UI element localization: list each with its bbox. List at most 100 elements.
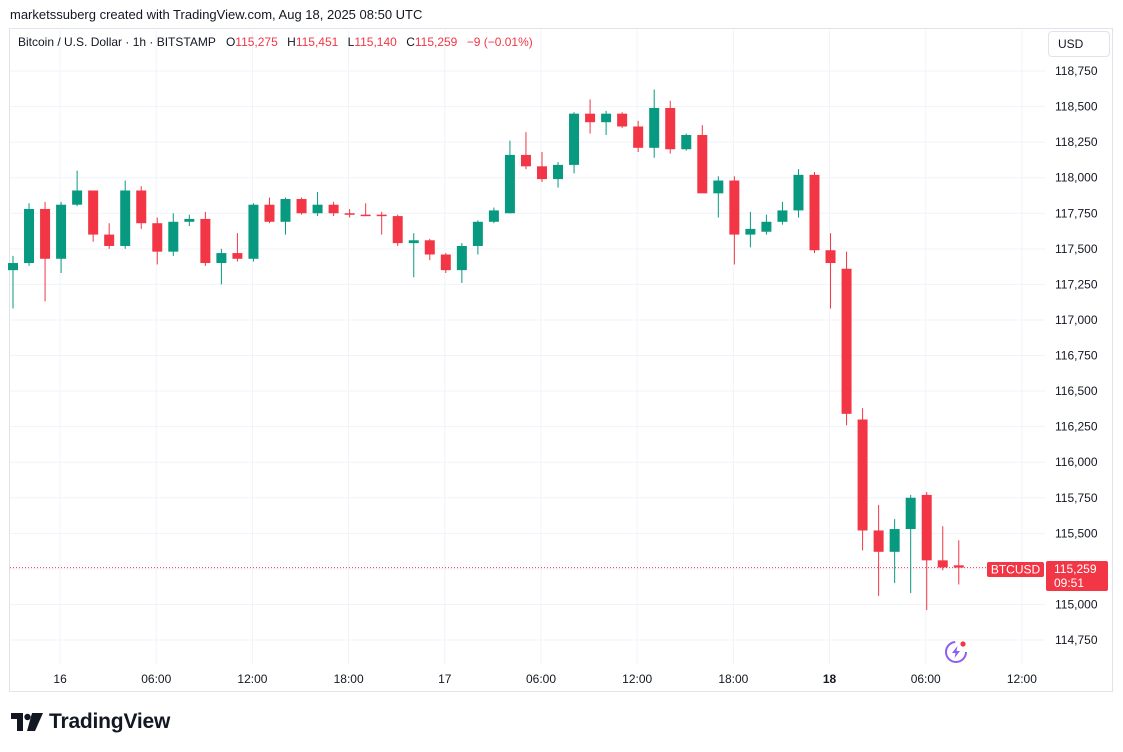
lightning-icon[interactable] <box>945 641 967 663</box>
candle <box>953 540 964 585</box>
tradingview-logo: TradingView <box>11 710 170 734</box>
candle <box>504 140 515 214</box>
candle-body <box>88 190 99 235</box>
candle <box>841 251 852 426</box>
candle-body <box>761 221 772 232</box>
legend-symbol: Bitcoin / U.S. Dollar · 1h · BITSTAMP <box>18 35 216 49</box>
x-tick-label: 12:00 <box>622 672 652 686</box>
y-tick-label: 116,250 <box>1055 420 1098 434</box>
legend-low-value: 115,140 <box>354 35 397 49</box>
candle-body <box>745 228 756 235</box>
candle-body <box>56 204 67 259</box>
price-tag-symbol: BTCUSD <box>991 563 1041 577</box>
candle <box>136 186 147 229</box>
candle-body <box>392 216 403 244</box>
candle <box>633 120 644 153</box>
candle <box>857 408 868 551</box>
candle-body <box>8 263 18 271</box>
candle <box>536 152 547 182</box>
candle <box>200 211 211 266</box>
candle-body <box>825 250 836 264</box>
x-tick-label: 18:00 <box>334 672 364 686</box>
x-tick-label: 17 <box>438 672 452 686</box>
candle-body <box>681 135 692 150</box>
candle <box>649 89 660 158</box>
candle <box>392 214 403 246</box>
candle <box>376 211 387 235</box>
candle-body <box>40 208 51 259</box>
candle <box>761 214 772 235</box>
candle <box>472 220 483 255</box>
created-by-text: marketssuberg created with TradingView.c… <box>10 7 423 22</box>
y-tick-label: 118,000 <box>1055 171 1098 185</box>
candle-body <box>136 190 147 224</box>
candle-body <box>184 218 195 222</box>
candle <box>232 233 243 262</box>
y-tick-label: 115,750 <box>1055 491 1098 505</box>
candle <box>88 190 99 242</box>
candle <box>729 176 740 265</box>
candle-body <box>200 218 211 264</box>
candle <box>553 162 564 188</box>
candle-body <box>152 223 163 252</box>
candle <box>745 211 756 248</box>
candle-body <box>953 565 964 568</box>
y-tick-label: 116,750 <box>1055 349 1098 363</box>
candle <box>665 100 676 154</box>
candle <box>72 170 83 207</box>
candle-body <box>328 204 339 214</box>
candle <box>713 176 724 218</box>
candle-body <box>873 530 884 552</box>
candle-body <box>232 253 243 259</box>
candle <box>697 125 708 194</box>
y-tick-label: 117,750 <box>1055 206 1098 220</box>
candle-body <box>905 497 916 530</box>
candle <box>424 238 435 261</box>
candle-body <box>617 113 628 127</box>
y-tick-label: 117,000 <box>1055 313 1098 327</box>
candle-body <box>697 135 708 194</box>
candle-body <box>520 154 531 167</box>
legend-open-label: O <box>225 35 236 49</box>
candle-body <box>296 199 307 214</box>
x-tick-label: 06:00 <box>141 672 171 686</box>
candle-layer <box>8 89 964 611</box>
candle <box>104 223 115 249</box>
y-tick-label: 115,500 <box>1055 526 1098 540</box>
legend-low-label: L <box>347 35 355 49</box>
currency-button[interactable]: USD <box>1048 31 1110 57</box>
tradingview-logo-icon <box>11 713 43 731</box>
candle <box>601 110 612 136</box>
candle <box>56 201 67 273</box>
candle-body <box>633 126 644 148</box>
candle <box>889 519 900 584</box>
candle-body <box>440 254 451 271</box>
candle-body <box>376 214 387 217</box>
candle <box>921 492 932 611</box>
legend-change-value: −9 (−0.01%) <box>466 35 533 49</box>
candle <box>617 112 628 128</box>
candle <box>488 207 499 224</box>
candle-body <box>488 210 499 222</box>
chart-frame <box>9 28 1113 692</box>
candle <box>152 217 163 265</box>
candle <box>40 201 51 302</box>
candle <box>8 255 18 309</box>
candle <box>120 180 131 249</box>
candle-body <box>360 214 371 217</box>
candle-body <box>248 204 259 259</box>
grid-layer <box>10 30 1045 664</box>
y-tick-label: 114,750 <box>1055 633 1098 647</box>
candle-body <box>921 494 932 561</box>
candle <box>216 248 227 285</box>
candle-body <box>665 107 676 150</box>
candle <box>360 203 371 217</box>
candle-body <box>536 166 547 180</box>
price-tag-symbol-bg <box>987 562 1044 577</box>
candle-body <box>72 190 83 205</box>
candle-body <box>24 208 35 264</box>
price-tag-value: 115,259 <box>1054 562 1097 576</box>
candle <box>569 112 580 174</box>
candle <box>280 197 291 235</box>
